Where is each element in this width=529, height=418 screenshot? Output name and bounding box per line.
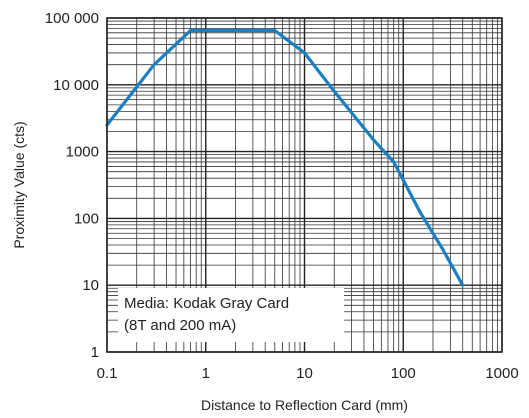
x-tick-label: 1000 xyxy=(485,365,518,382)
x-tick-labels: 0.1 1 10 100 1000 xyxy=(97,365,519,382)
series-line-1 xyxy=(105,28,465,287)
x-axis-label: Distance to Reflection Card (mm) xyxy=(201,397,408,413)
annotation-line: (8T and 200 mA) xyxy=(124,317,236,334)
x-tick-label: 0.1 xyxy=(97,365,118,382)
y-tick-label: 1000 xyxy=(66,144,99,161)
annotation-box: Media: Kodak Gray Card (8T and 200 mA) xyxy=(118,288,344,342)
y-axis-label: Proximity Value (cts) xyxy=(11,121,27,248)
y-tick-label: 1 xyxy=(91,344,99,361)
y-tick-labels: 1 10 100 1000 10 000 100 000 xyxy=(45,10,99,361)
x-tick-label: 100 xyxy=(391,365,416,382)
annotation-background xyxy=(118,288,344,342)
x-tick-label: 10 xyxy=(296,365,313,382)
y-tick-label: 10 xyxy=(82,277,99,294)
series-layer xyxy=(105,28,465,287)
x-tick-label: 1 xyxy=(202,365,210,382)
plot-frame xyxy=(106,17,503,353)
y-tick-label: 100 xyxy=(74,210,99,227)
y-tick-label: 10 000 xyxy=(53,77,99,94)
y-tick-label: 100 000 xyxy=(45,10,99,27)
annotation-line: Media: Kodak Gray Card xyxy=(124,295,289,312)
